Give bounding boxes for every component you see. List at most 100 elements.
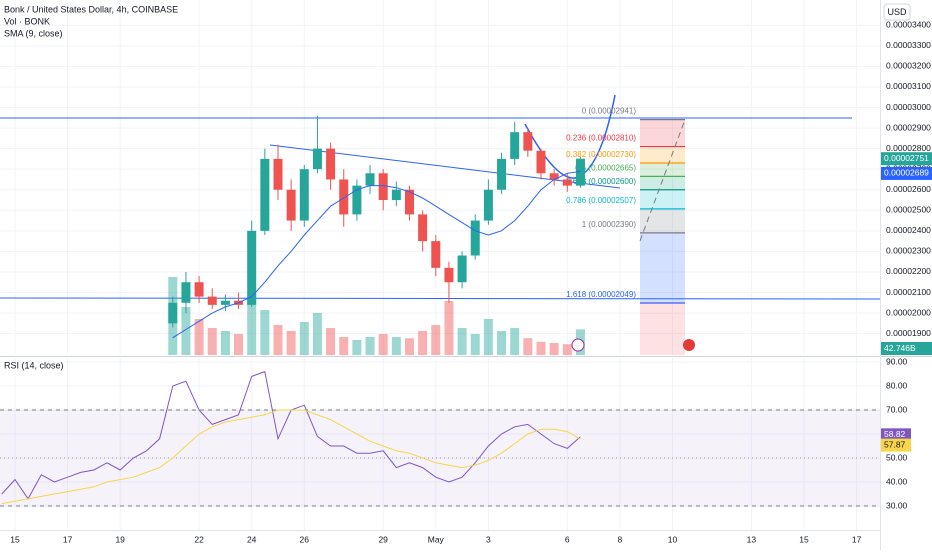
y-tick-label: 0.00002000 [886, 307, 931, 317]
event-icon[interactable] [571, 338, 585, 352]
candle-body [536, 150, 546, 174]
y-tick-label: 0.00002600 [886, 184, 931, 194]
candle-body [510, 132, 520, 159]
volume-bar [326, 328, 336, 355]
volume-bar [273, 325, 283, 355]
y-tick-label: 0.00002800 [886, 143, 931, 153]
fib-trend [639, 119, 686, 242]
volume-bar [470, 334, 480, 355]
chart-title: Bonk / United States Dollar, 4h, COINBAS… [4, 4, 178, 14]
currency-button[interactable] [883, 3, 911, 21]
candle-body [457, 255, 467, 283]
candle-body [365, 173, 375, 186]
support-line [0, 297, 881, 300]
currency-label: USD [887, 7, 907, 17]
y-tick-label: 0.00002900 [886, 122, 931, 132]
y-tick-label: 80.00 [886, 380, 908, 390]
fib-zone [640, 146, 685, 164]
candle-body [431, 241, 441, 268]
x-tick-label: 22 [194, 534, 204, 544]
y-tick-label: 0.00002200 [886, 266, 931, 276]
volume-bar [404, 338, 414, 355]
volume-bar [497, 331, 507, 355]
x-tick-label: 15 [799, 534, 809, 544]
volume-bar [339, 337, 349, 355]
x-tick-label: 8 [618, 534, 623, 544]
y-tick-label: 0.00002400 [886, 225, 931, 235]
candle-body [286, 189, 296, 221]
y-tick-label: 0.00002300 [886, 246, 931, 256]
x-tick-label: 26 [300, 534, 310, 544]
candle-body [326, 148, 336, 180]
volume-bar [207, 328, 217, 355]
y-tick-label: 50.00 [886, 452, 908, 462]
marks [1, 115, 585, 505]
fib-zone [640, 208, 685, 233]
volume-bar [431, 325, 441, 355]
fib-zone: 0 (0.00002941) 0.236 (0.00002810) 0.382 (0… [566, 107, 686, 355]
y-tick-label: 0.00003400 [886, 20, 931, 30]
candle-body [483, 189, 493, 221]
rsi-value-label: 58.82 [884, 429, 906, 439]
fib-zone [640, 176, 685, 190]
flag-icon[interactable] [683, 339, 695, 351]
rsi-value-box [881, 428, 911, 442]
volume-bar [510, 328, 520, 355]
y-tick-label: 0.00001900 [886, 328, 931, 338]
volume-bar [352, 340, 362, 355]
fib-zone [640, 163, 685, 177]
rsi-value-box [881, 438, 911, 452]
fib-label: 0.618 (0.00002600) [566, 177, 636, 186]
volume-label: 42.746B [884, 343, 916, 353]
candle-body [260, 158, 270, 231]
y-tick-label: 0.00003100 [886, 81, 931, 91]
candle-body [339, 179, 349, 215]
y-tick-label: 0.00003300 [886, 40, 931, 50]
grid [0, 0, 880, 530]
volume-bar [549, 343, 559, 355]
volume-bar [299, 322, 309, 355]
candle-body [444, 267, 454, 283]
candle-body [418, 214, 428, 242]
candle-body [562, 179, 572, 186]
candle-body [181, 282, 191, 303]
x-tick-label: 29 [378, 534, 388, 544]
candle-body [207, 296, 217, 305]
x-tick-label: 3 [486, 534, 491, 544]
y-tick-label: 0.00002100 [886, 287, 931, 297]
volume-bar [378, 334, 388, 355]
candle-body [549, 173, 559, 180]
x-tick-label: 15 [10, 534, 20, 544]
fib-label: 1 (0.00002390) [582, 220, 637, 229]
x-tick-label: May [428, 534, 445, 544]
fib-label: 0.5 (0.00002665) [575, 163, 636, 172]
volume-bar [181, 307, 191, 355]
candle-body [273, 158, 283, 190]
indicator-label: SMA (9, close) [4, 28, 63, 38]
volume-bar [418, 331, 428, 355]
candle-body [312, 148, 322, 170]
x-tick-label: 19 [115, 534, 125, 544]
rsi-line [1, 409, 581, 505]
fib-label: 0.382 (0.00002730) [566, 150, 636, 159]
candle-body [404, 189, 414, 215]
y-tick-label: 30.00 [886, 500, 908, 510]
rsi-value-label: 57.87 [884, 439, 906, 449]
y-tick-label: 0.00003000 [886, 102, 931, 112]
sma-value-label: 0.00002689 [884, 168, 929, 178]
volume-bar [483, 319, 493, 355]
volume-bar [536, 341, 546, 355]
volume-bar [234, 334, 244, 355]
candle-body [352, 185, 362, 215]
volume-bar [444, 301, 454, 355]
sma-value-label-box [881, 166, 932, 180]
volume-bar [312, 313, 322, 355]
y-tick-label: 0.00002500 [886, 205, 931, 215]
volume-bar [286, 331, 296, 355]
x-tick-label: 13 [747, 534, 757, 544]
fib-zone [640, 119, 685, 147]
fib-label: 0 (0.00002941) [582, 107, 637, 116]
x-tick-label: 17 [852, 534, 862, 544]
candle-body [378, 173, 388, 201]
volume-bar [457, 328, 467, 355]
